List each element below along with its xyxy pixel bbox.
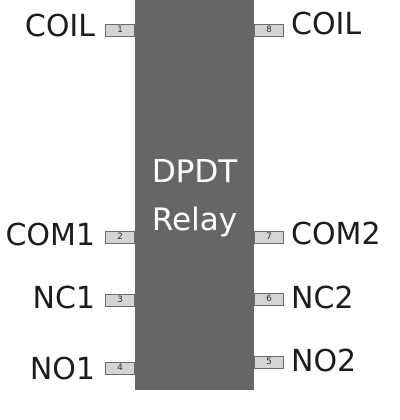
pin-4: 4	[105, 362, 135, 375]
relay-body	[135, 0, 254, 390]
pin-7: 7	[254, 231, 284, 244]
pin-7-label: COM2	[291, 217, 381, 252]
chip-title-line1: DPDT	[151, 154, 238, 190]
pin-2: 2	[105, 231, 135, 244]
pin-1-label: COIL	[24, 9, 95, 44]
pin-8: 8	[254, 24, 284, 37]
pin-5-label: NO2	[291, 344, 357, 379]
pin-6-label: NC2	[291, 281, 354, 316]
chip-title-line2: Relay	[151, 202, 238, 238]
pin-1: 1	[105, 24, 135, 37]
pin-8-label: COIL	[291, 7, 362, 42]
pin-6: 6	[254, 293, 284, 306]
pin-2-label: COM1	[5, 218, 95, 253]
pin-3-label: NC1	[32, 281, 95, 316]
pin-4-label: NO1	[29, 352, 95, 387]
pin-3: 3	[105, 294, 135, 307]
pin-5: 5	[254, 356, 284, 369]
